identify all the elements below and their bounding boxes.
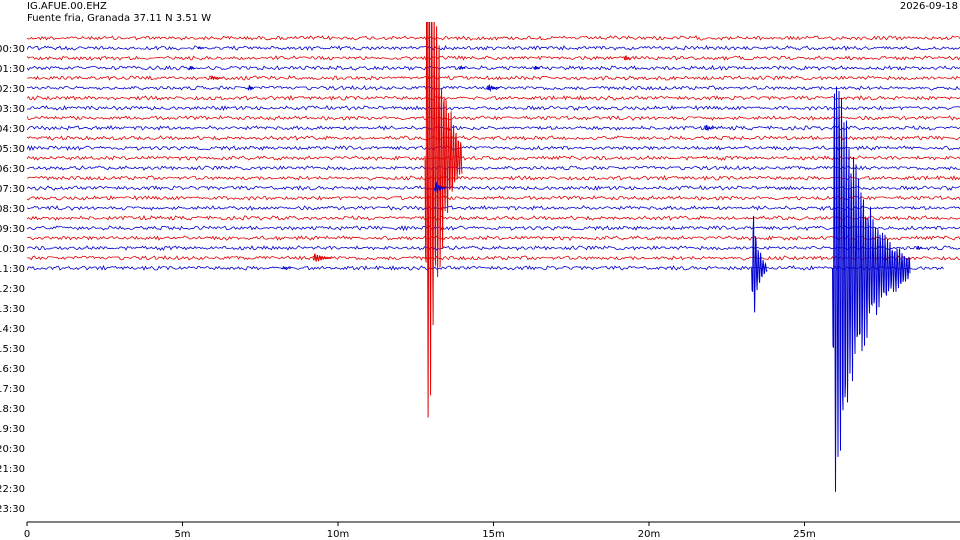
trace bbox=[27, 155, 960, 161]
trace bbox=[27, 245, 960, 251]
seismic-event bbox=[197, 46, 205, 50]
y-tick-label: 04:30 bbox=[0, 124, 25, 135]
trace bbox=[27, 214, 960, 221]
seismic-event bbox=[623, 55, 631, 61]
trace bbox=[27, 64, 960, 71]
seismic-event bbox=[210, 75, 223, 81]
seismic-event bbox=[247, 84, 255, 91]
chart-subtitle: Fuente fria, Granada 37.11 N 3.51 W bbox=[27, 13, 211, 24]
seismic-event bbox=[751, 215, 768, 313]
y-tick-label: 05:30 bbox=[0, 144, 25, 155]
y-tick-label: 03:30 bbox=[0, 104, 25, 115]
y-tick-label: 13:30 bbox=[0, 304, 25, 315]
trace bbox=[27, 105, 960, 112]
y-tick-label: 00:30 bbox=[0, 44, 25, 55]
seismic-event bbox=[188, 66, 195, 71]
seismic-event bbox=[281, 266, 292, 270]
trace bbox=[27, 55, 960, 61]
y-tick-label: 09:30 bbox=[0, 224, 25, 235]
y-tick-label: 12:30 bbox=[0, 284, 25, 295]
y-tick-label: 21:30 bbox=[0, 464, 25, 475]
seismic-event bbox=[704, 124, 715, 132]
trace bbox=[27, 195, 960, 201]
trace bbox=[27, 165, 960, 171]
traces bbox=[27, 22, 960, 492]
y-tick-label: 15:30 bbox=[0, 344, 25, 355]
trace bbox=[27, 205, 960, 211]
seismic-event bbox=[533, 65, 541, 70]
trace bbox=[27, 75, 960, 81]
trace bbox=[27, 85, 960, 91]
seismic-event bbox=[832, 86, 911, 492]
y-tick-label: 10:30 bbox=[0, 244, 25, 255]
y-tick-label: 14:30 bbox=[0, 324, 25, 335]
seismic-event bbox=[458, 65, 466, 70]
seismic-event bbox=[424, 22, 463, 418]
x-tick-label: 20m bbox=[638, 529, 660, 540]
y-tick-label: 02:30 bbox=[0, 84, 25, 95]
y-tick-label: 20:30 bbox=[0, 444, 25, 455]
chart-date: 2026-09-18 bbox=[900, 1, 958, 12]
y-tick-label: 19:30 bbox=[0, 424, 25, 435]
trace bbox=[27, 35, 960, 41]
x-tick-label: 5m bbox=[174, 529, 190, 540]
y-tick-label: 08:30 bbox=[0, 204, 25, 215]
y-tick-label: 07:30 bbox=[0, 184, 25, 195]
y-tick-label: 06:30 bbox=[0, 164, 25, 175]
y-tick-label: 23:30 bbox=[0, 504, 25, 515]
y-tick-label: 01:30 bbox=[0, 64, 25, 75]
trace bbox=[27, 115, 960, 121]
seismic-event bbox=[312, 253, 332, 262]
y-tick-label: 16:30 bbox=[0, 364, 25, 375]
y-tick-label: 17:30 bbox=[0, 384, 25, 395]
trace bbox=[27, 174, 960, 181]
trace bbox=[27, 264, 944, 271]
trace bbox=[27, 185, 960, 192]
x-tick-label: 25m bbox=[793, 529, 815, 540]
chart-title: IG.AFUE.00.EHZ bbox=[27, 1, 107, 12]
trace bbox=[27, 255, 960, 261]
x-tick-label: 0 bbox=[24, 529, 30, 540]
trace bbox=[27, 135, 960, 141]
trace bbox=[27, 225, 960, 232]
y-tick-label: 22:30 bbox=[0, 484, 25, 495]
seismic-event bbox=[916, 245, 923, 250]
trace bbox=[27, 235, 960, 241]
trace bbox=[27, 145, 960, 152]
seismic-event bbox=[433, 181, 447, 193]
x-tick-label: 15m bbox=[482, 529, 504, 540]
trace bbox=[27, 94, 960, 101]
y-tick-label: 18:30 bbox=[0, 404, 25, 415]
trace bbox=[27, 44, 960, 52]
trace bbox=[27, 124, 960, 131]
y-tick-label: 11:30 bbox=[0, 264, 25, 275]
seismic-event bbox=[486, 84, 500, 93]
x-tick-label: 10m bbox=[327, 529, 349, 540]
